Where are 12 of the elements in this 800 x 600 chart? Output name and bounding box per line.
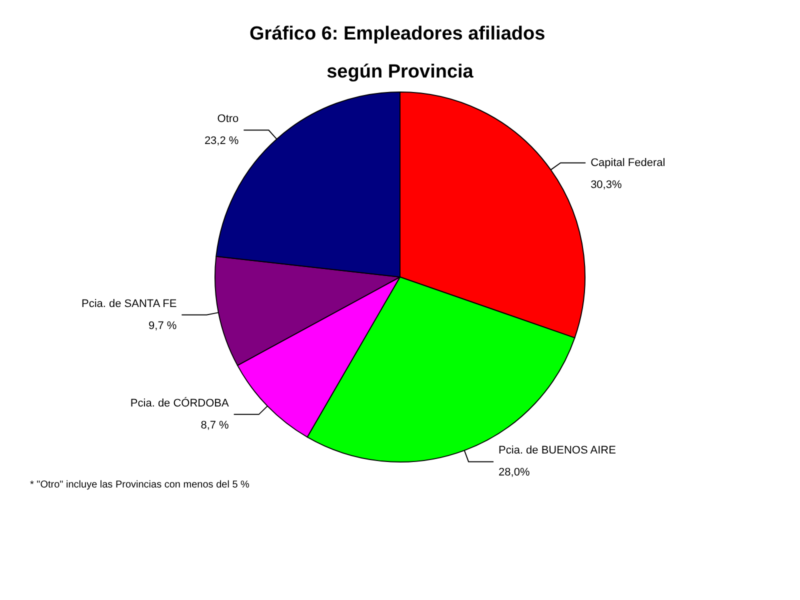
slice-label: Pcia. de SANTA FE <box>82 298 177 310</box>
text: * "Otro" incluye las Provincias con menos del 5 % <box>30 480 250 490</box>
slice-label: Pcia. de CÓRDOBA <box>130 396 230 410</box>
slice-label: Pcia. de BUENOS AIRE <box>498 444 616 457</box>
data-label: 28,0% <box>498 466 530 479</box>
data-label: 8,7 % <box>200 419 230 432</box>
data-label: 23,2 % <box>204 135 239 148</box>
data-label: 9,7 % <box>148 320 177 332</box>
data-label: 30,3% <box>590 179 622 192</box>
chart-title: Gráfico 6: Empleadores afiliados según Provincia <box>250 24 550 82</box>
slice-label: Capital Federal <box>590 157 666 170</box>
slice-label: Otro <box>217 113 239 126</box>
